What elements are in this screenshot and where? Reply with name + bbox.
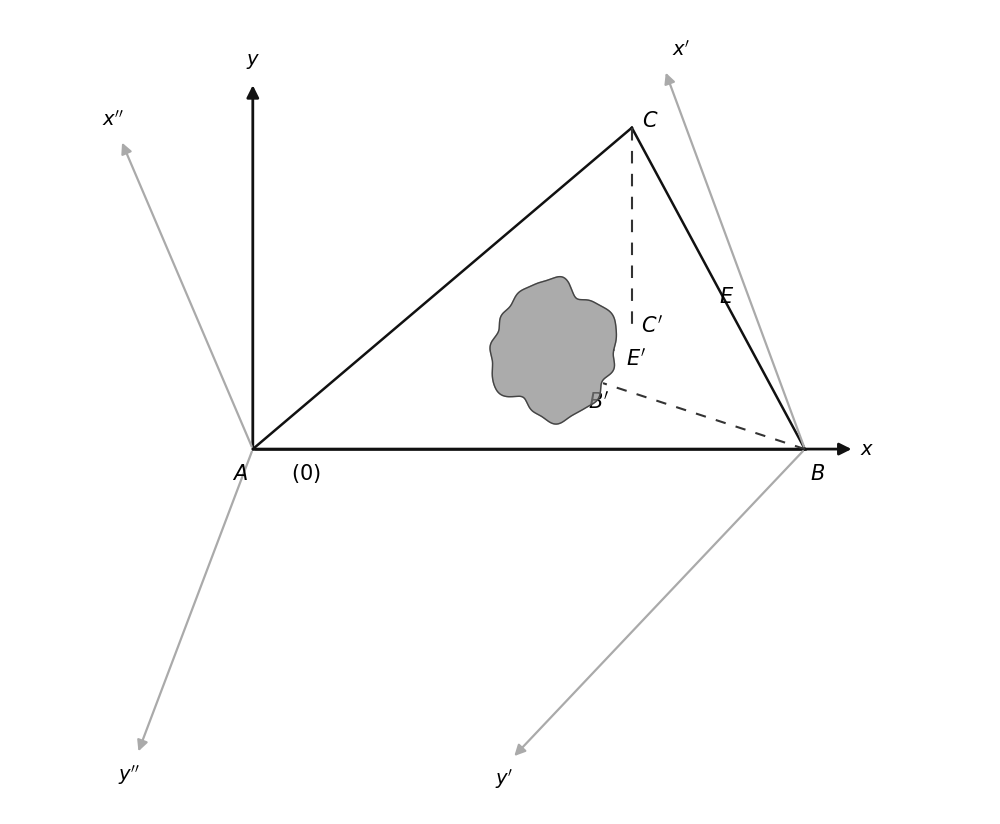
- Text: $B$: $B$: [810, 464, 825, 484]
- Text: $C$: $C$: [642, 111, 658, 131]
- Text: $x$: $x$: [860, 439, 874, 459]
- Polygon shape: [490, 277, 616, 424]
- Text: $y$: $y$: [246, 52, 260, 72]
- Text: $E'$: $E'$: [626, 348, 646, 369]
- Text: $\mathit{y}^{\prime}$: $\mathit{y}^{\prime}$: [495, 766, 513, 791]
- Text: $\mathit{x}^{\prime}$: $\mathit{x}^{\prime}$: [672, 40, 691, 59]
- Text: $E$: $E$: [719, 287, 734, 307]
- Text: $(0)$: $(0)$: [291, 462, 321, 485]
- Text: $A$: $A$: [232, 464, 248, 484]
- Text: $B'$: $B'$: [588, 391, 610, 412]
- Text: $\mathit{x}^{\prime\prime}$: $\mathit{x}^{\prime\prime}$: [102, 110, 124, 129]
- Text: $C'$: $C'$: [641, 315, 663, 336]
- Text: $\mathit{y}^{\prime\prime}$: $\mathit{y}^{\prime\prime}$: [118, 762, 140, 787]
